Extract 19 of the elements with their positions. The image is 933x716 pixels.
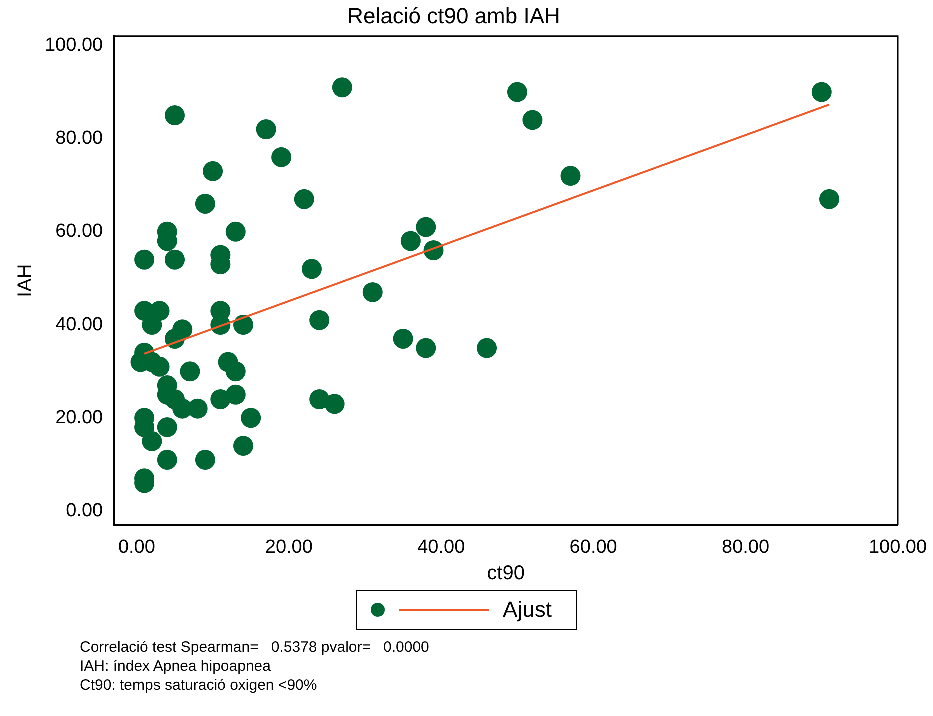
x-axis-title: ct90 bbox=[487, 562, 525, 585]
text: IAH: índex Apnea hipoapnea bbox=[80, 657, 272, 676]
x-tick-label: 20.00 bbox=[265, 536, 313, 558]
x-tick-label: 40.00 bbox=[418, 536, 466, 558]
y-tick-label: 80.00 bbox=[56, 128, 104, 150]
x-tick-label: 60.00 bbox=[570, 536, 618, 558]
x-tick-label: 80.00 bbox=[722, 536, 770, 558]
y-tick-label: 60.00 bbox=[56, 221, 104, 242]
y-tick-label: 100.00 bbox=[44, 34, 104, 56]
y-axis-title: IAH bbox=[14, 264, 37, 298]
legend-label: Ajust bbox=[503, 597, 552, 623]
text: Ct90: temps saturació oxigen <90% bbox=[80, 676, 318, 695]
chart-title: Relació ct90 amb IAH bbox=[348, 3, 560, 28]
y-tick-label: 20.00 bbox=[56, 407, 104, 428]
y-tick-label: 0.00 bbox=[66, 500, 104, 522]
text: Correlació test Spearman= 0.5378 pvalor= 0.0000 bbox=[80, 638, 430, 657]
x-tick-label: 0.00 bbox=[118, 536, 156, 558]
y-tick-label: 40.00 bbox=[56, 314, 104, 336]
x-tick-label: 100.00 bbox=[868, 536, 928, 558]
